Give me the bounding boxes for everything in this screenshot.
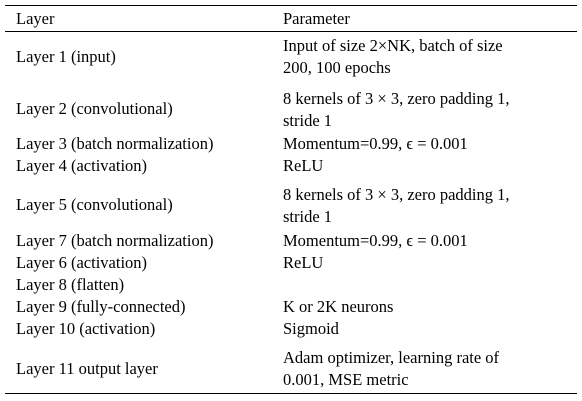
- row-2-param-line1: 8 kernels of 3 × 3, zero padding 1,: [283, 89, 510, 108]
- row-4-param: ReLU: [283, 156, 324, 175]
- row-8-layer: Layer 8 (flatten): [16, 275, 125, 294]
- table-bottom-rule: [5, 393, 577, 394]
- row-6-layer: Layer 7 (batch normalization): [16, 231, 214, 250]
- row-1-param-line2: 200, 100 epochs: [283, 58, 391, 77]
- row-6-param: Momentum=0.99, ϵ = 0.001: [283, 231, 468, 250]
- row-11-param-line1: Adam optimizer, learning rate of: [283, 348, 500, 367]
- row-11-param-line2: 0.001, MSE metric: [283, 370, 409, 389]
- row-5-layer: Layer 5 (convolutional): [16, 195, 173, 214]
- row-9-param: K or 2K neurons: [283, 297, 394, 316]
- header-rule: [5, 31, 577, 32]
- row-2-param-line2: stride 1: [283, 111, 333, 130]
- row-1-param-line1: Input of size 2×NK, batch of size: [283, 36, 503, 55]
- row-5-param-line2: stride 1: [283, 207, 333, 226]
- row-10-layer: Layer 10 (activation): [16, 319, 156, 338]
- row-7-param: ReLU: [283, 253, 324, 272]
- row-10-param: Sigmoid: [283, 319, 339, 338]
- row-7-layer: Layer 6 (activation): [16, 253, 148, 272]
- row-2-layer: Layer 2 (convolutional): [16, 99, 173, 118]
- row-3-param: Momentum=0.99, ϵ = 0.001: [283, 134, 468, 153]
- row-5-param-line1: 8 kernels of 3 × 3, zero padding 1,: [283, 185, 510, 204]
- table-top-rule: [5, 5, 577, 6]
- header-layer: Layer: [16, 9, 55, 28]
- row-1-layer: Layer 1 (input): [16, 47, 116, 66]
- row-11-layer: Layer 11 output layer: [16, 359, 158, 378]
- row-3-layer: Layer 3 (batch normalization): [16, 134, 214, 153]
- row-4-layer: Layer 4 (activation): [16, 156, 148, 175]
- row-9-layer: Layer 9 (fully-connected): [16, 297, 186, 316]
- header-parameter: Parameter: [283, 9, 350, 28]
